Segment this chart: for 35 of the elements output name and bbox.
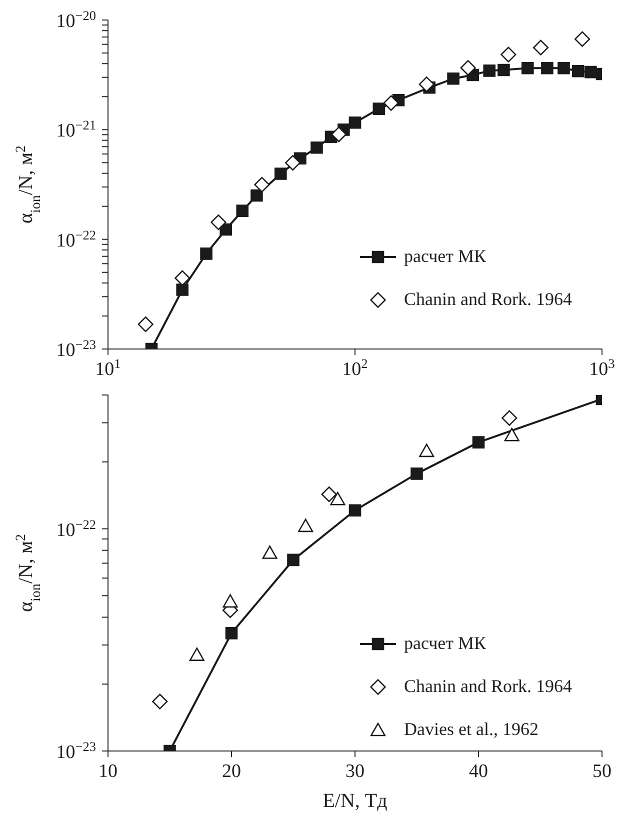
- point: [189, 648, 204, 661]
- x-tick-label: 30: [346, 761, 364, 782]
- point: [321, 486, 337, 502]
- legend-label: расчет МК: [404, 246, 486, 267]
- y-tick-label: 10$^{−23}$: [56, 738, 96, 763]
- y-tick-label: 10$^{−20}$: [56, 8, 96, 32]
- point: [225, 627, 238, 640]
- legend-label: расчет МК: [404, 633, 486, 654]
- point: [330, 492, 346, 506]
- legend-label: Davies et al., 1962: [404, 719, 538, 740]
- x-axis-title: E/N, Тд: [322, 790, 388, 812]
- point: [419, 444, 434, 458]
- point: [504, 428, 520, 442]
- x-tick-label: 50: [592, 761, 612, 782]
- x-tick-label: 10$^{3}$: [589, 356, 616, 380]
- point: [262, 546, 278, 559]
- point: [287, 554, 300, 566]
- x-tick-label: 10: [98, 761, 118, 782]
- y-tick-label: 10$^{−23}$: [56, 336, 96, 361]
- point: [502, 410, 518, 426]
- point: [472, 436, 485, 448]
- y-tick-label: 10$^{−22}$: [56, 516, 96, 541]
- x-tick-label: 20: [222, 761, 241, 782]
- x-tick-label: 10$^{2}$: [342, 356, 368, 380]
- x-tick-label: 40: [469, 761, 488, 782]
- y-tick-label: 10$^{−22}$: [56, 226, 96, 252]
- y-tick-label: 10$^{−21}$: [56, 117, 96, 142]
- point: [152, 694, 168, 710]
- legend-label: Chanin and Rork. 1964: [404, 676, 572, 697]
- legend-label: Chanin and Rork. 1964: [404, 289, 572, 310]
- point: [410, 468, 423, 480]
- point: [298, 518, 314, 532]
- point: [348, 504, 362, 517]
- x-tick-label: 10$^{1}$: [95, 356, 121, 380]
- point: [222, 594, 238, 608]
